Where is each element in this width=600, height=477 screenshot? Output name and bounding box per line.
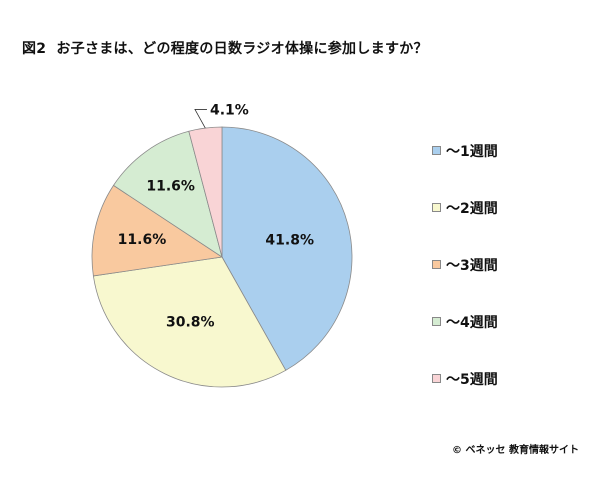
slice-value-label: 30.8%: [166, 315, 215, 331]
legend-swatch: [432, 374, 441, 383]
leader-line: [194, 109, 207, 129]
legend-label: ～2週間: [446, 200, 498, 217]
pie-chart: 41.8% 30.8% 11.6% 11.6% 4.1%: [91, 102, 353, 388]
legend-label: ～1週間: [446, 143, 498, 160]
pie-slice: [92, 256, 287, 388]
legend-swatch: [432, 260, 441, 269]
legend-label: ～5週間: [446, 371, 498, 388]
legend-item: ～5週間: [432, 350, 498, 407]
legend-item: ～2週間: [432, 179, 498, 236]
slice-value-label: 41.8%: [265, 232, 314, 248]
legend-item: ～1週間: [432, 122, 498, 179]
title-text: お子さまは、どの程度の日数ラジオ体操に参加しますか？: [56, 41, 428, 57]
legend-item: ～3週間: [432, 236, 498, 293]
legend-item: ～4週間: [432, 293, 498, 350]
pie-slice: [221, 126, 353, 371]
legend-label: ～4週間: [446, 314, 498, 331]
legend-swatch: [432, 203, 441, 212]
pie-slice: [91, 184, 224, 277]
slice-value-label: 4.1%: [210, 102, 249, 118]
copyright-notice: © ベネッセ 教育情報サイト: [452, 445, 579, 456]
pie-slice: [112, 130, 223, 258]
chart-title: 図2 お子さまは、どの程度の日数ラジオ体操に参加しますか？: [22, 38, 428, 58]
legend-label: ～3週間: [446, 257, 498, 274]
slice-value-label: 11.6%: [118, 232, 167, 248]
legend-swatch: [432, 146, 441, 155]
legend: ～1週間 ～2週間 ～3週間 ～4週間 ～5週間: [432, 122, 498, 407]
slice-value-label: 11.6%: [146, 179, 195, 195]
legend-swatch: [432, 317, 441, 326]
figure-label: 図2: [22, 41, 47, 57]
